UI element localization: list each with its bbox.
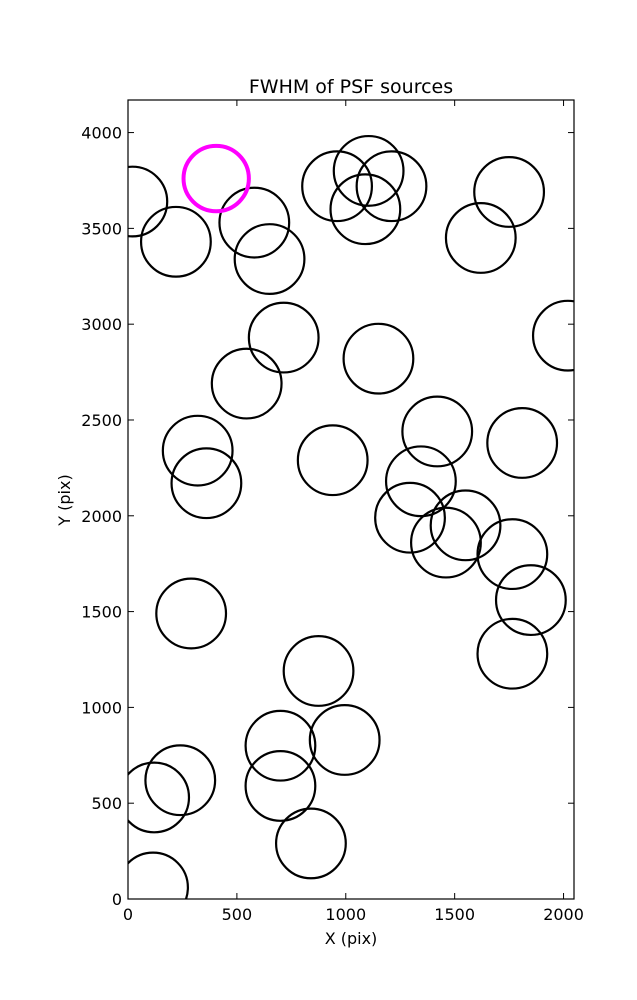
source-circle <box>308 704 381 776</box>
chart-title: FWHM of PSF sources <box>249 76 453 98</box>
source-circles <box>128 134 574 899</box>
y-axis: 0 500 1000 1500 2000 2500 3000 3500 4000 <box>81 124 574 909</box>
source-circle <box>444 202 517 274</box>
source-circle <box>128 851 189 899</box>
source-circle <box>210 347 283 420</box>
x-tick-label: 1500 <box>434 905 475 924</box>
y-tick-label: 1500 <box>81 603 122 622</box>
source-circle <box>233 223 306 295</box>
y-tick-label: 0 <box>112 890 122 909</box>
source-circle <box>128 165 169 238</box>
y-tick-label: 4000 <box>81 124 122 143</box>
source-circle <box>332 134 405 207</box>
source-circle <box>296 424 369 497</box>
source-circle <box>247 301 320 374</box>
y-tick-label: 2500 <box>81 411 122 430</box>
source-circle <box>374 481 446 554</box>
source-circle <box>473 156 546 228</box>
source-circle <box>161 414 234 487</box>
source-circle <box>401 395 474 468</box>
source-circle <box>244 750 317 822</box>
source-circle <box>476 617 549 690</box>
x-tick-label: 2000 <box>543 905 584 924</box>
source-circle <box>170 447 243 520</box>
source-circle <box>384 445 457 518</box>
x-axis-title: X (pix) <box>325 929 378 948</box>
source-circle <box>342 322 415 395</box>
source-circle <box>128 761 191 834</box>
x-tick-label: 500 <box>222 905 253 924</box>
source-circle <box>218 186 291 259</box>
source-circle <box>301 150 374 223</box>
source-circle <box>144 744 217 817</box>
source-circle <box>155 577 228 650</box>
x-axis: 0 500 1000 1500 2000 <box>123 100 584 924</box>
y-tick-label: 500 <box>91 794 122 813</box>
source-circle <box>410 506 482 579</box>
source-circle <box>494 564 567 637</box>
source-circle <box>329 173 402 246</box>
source-circle <box>429 489 502 562</box>
source-circle <box>531 299 574 372</box>
plot-frame <box>127 99 575 900</box>
highlighted-source-circle <box>181 143 251 214</box>
y-axis-title: Y (pix) <box>55 474 74 526</box>
source-circle <box>274 807 347 880</box>
source-circle <box>476 518 549 591</box>
x-tick-label: 1000 <box>325 905 366 924</box>
y-tick-label: 3500 <box>81 219 122 238</box>
y-tick-label: 2000 <box>81 507 122 526</box>
y-tick-label: 3000 <box>81 315 122 334</box>
source-circle <box>355 150 428 223</box>
y-tick-label: 1000 <box>81 698 122 717</box>
source-circle <box>244 709 317 782</box>
source-circle <box>486 407 559 479</box>
x-tick-label: 0 <box>123 905 133 924</box>
source-circle <box>282 635 355 707</box>
source-circle <box>139 205 212 278</box>
